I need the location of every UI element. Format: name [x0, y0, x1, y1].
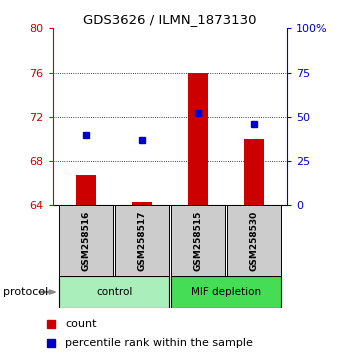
Text: GSM258515: GSM258515 [193, 211, 202, 271]
Bar [132, 202, 152, 205]
Bar [244, 139, 264, 205]
Text: count: count [65, 319, 97, 329]
Text: percentile rank within the sample: percentile rank within the sample [65, 338, 253, 348]
Text: MIF depletion: MIF depletion [191, 287, 261, 297]
Text: protocol: protocol [3, 287, 49, 297]
Title: GDS3626 / ILMN_1873130: GDS3626 / ILMN_1873130 [83, 13, 257, 26]
Bar [115, 205, 169, 276]
Text: GSM258530: GSM258530 [249, 211, 258, 271]
Text: GSM258517: GSM258517 [138, 211, 147, 271]
Bar [59, 205, 113, 276]
Bar [171, 205, 225, 276]
Bar [227, 205, 280, 276]
Bar [188, 73, 208, 205]
Text: control: control [96, 287, 132, 297]
Bar [171, 276, 280, 308]
Bar [76, 176, 96, 205]
Bar [59, 276, 169, 308]
Text: GSM258516: GSM258516 [82, 211, 91, 271]
